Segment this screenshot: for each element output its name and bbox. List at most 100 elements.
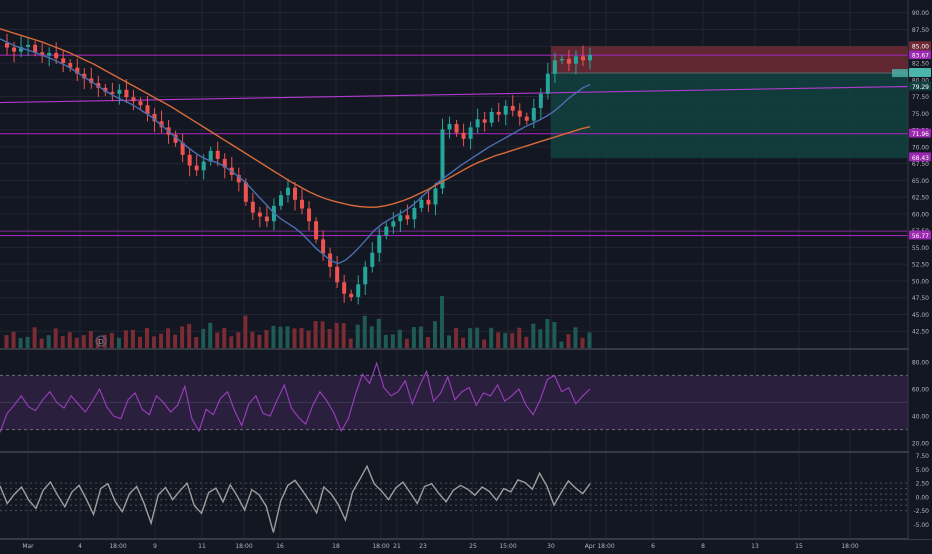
candle-body[interactable] <box>222 158 227 168</box>
candle-body[interactable] <box>68 63 73 68</box>
candle-body[interactable] <box>475 119 480 128</box>
candle-body[interactable] <box>384 226 389 236</box>
candle-body[interactable] <box>117 89 122 94</box>
take-profit-zone[interactable] <box>551 73 908 159</box>
candle-body[interactable] <box>580 56 585 61</box>
candle-body[interactable] <box>447 124 452 130</box>
oscillator-line[interactable] <box>0 464 591 533</box>
pane-separators[interactable] <box>0 0 932 540</box>
candle-body[interactable] <box>321 239 326 254</box>
candle-body[interactable] <box>510 105 515 111</box>
candle-body[interactable] <box>391 221 396 227</box>
candle-body[interactable] <box>180 142 185 155</box>
candle-body[interactable] <box>573 56 578 64</box>
candle-body[interactable] <box>5 42 10 48</box>
candle-body[interactable] <box>131 97 136 102</box>
candle-body[interactable] <box>110 91 115 94</box>
oscillator-pane[interactable] <box>0 464 908 533</box>
candle-body[interactable] <box>103 87 108 92</box>
candle-body[interactable] <box>47 52 52 56</box>
candle-body[interactable] <box>300 199 305 209</box>
horizontal-levels[interactable] <box>0 54 909 237</box>
candle-body[interactable] <box>412 207 417 220</box>
candle-body[interactable] <box>370 252 375 267</box>
candle-body[interactable] <box>398 215 403 222</box>
candle-body[interactable] <box>33 44 38 53</box>
candle-body[interactable] <box>454 124 459 133</box>
candle-body[interactable] <box>461 132 466 139</box>
position-zones[interactable] <box>551 46 908 159</box>
candle-body[interactable] <box>194 165 199 171</box>
entry-handle[interactable] <box>892 69 908 78</box>
candle-body[interactable] <box>335 266 340 283</box>
candle-body[interactable] <box>468 127 473 139</box>
candle-body[interactable] <box>489 111 494 123</box>
candle-body[interactable] <box>152 113 157 122</box>
candle-body[interactable] <box>257 212 262 217</box>
moving-average-fast[interactable] <box>0 38 591 265</box>
price-level-badge[interactable] <box>909 230 931 240</box>
candle-body[interactable] <box>363 266 368 285</box>
candle-body[interactable] <box>124 89 129 98</box>
candle-body[interactable] <box>377 235 382 253</box>
candle-body[interactable] <box>566 58 571 64</box>
event-marker[interactable]: D <box>95 335 107 347</box>
candle-body[interactable] <box>314 221 319 240</box>
candle-body[interactable] <box>285 187 290 196</box>
event-marker-circle[interactable] <box>95 335 107 347</box>
rsi-line[interactable] <box>0 361 591 433</box>
price-level-badge[interactable] <box>909 128 931 138</box>
candle-body[interactable] <box>307 208 312 222</box>
candle-body[interactable] <box>173 134 178 143</box>
candle-body[interactable] <box>40 52 45 56</box>
candle-body[interactable] <box>349 293 354 298</box>
price-level-badge[interactable] <box>909 152 931 162</box>
candle-body[interactable] <box>138 101 143 106</box>
candle-body[interactable] <box>201 161 206 171</box>
candle-body[interactable] <box>524 116 529 121</box>
candle-body[interactable] <box>433 188 438 205</box>
candle-body[interactable] <box>236 174 241 183</box>
candle-body[interactable] <box>89 78 94 84</box>
candle-body[interactable] <box>559 58 564 61</box>
candle-body[interactable] <box>405 215 410 220</box>
candle-body[interactable] <box>342 282 347 294</box>
candle-body[interactable] <box>208 150 213 162</box>
candle-body[interactable] <box>82 73 87 79</box>
candle-body[interactable] <box>250 201 255 213</box>
candle-body[interactable] <box>552 60 557 74</box>
candle-body[interactable] <box>243 182 248 202</box>
time-axis[interactable]: Mar 4 18:00 9 11 18:00 16 18 18:00 21 23 25 15:00 30 A… <box>22 543 858 550</box>
price-level-badge[interactable] <box>909 68 931 78</box>
stop-loss-zone[interactable] <box>551 46 908 74</box>
candle-body[interactable] <box>61 58 66 63</box>
candle-body[interactable] <box>496 111 501 115</box>
candle-body[interactable] <box>145 105 150 114</box>
price-level-badge[interactable] <box>909 41 931 51</box>
price-level-badge[interactable] <box>909 50 931 60</box>
candle-body[interactable] <box>419 199 424 208</box>
candle-body[interactable] <box>26 44 31 47</box>
trendline[interactable] <box>0 85 909 104</box>
candle-body[interactable] <box>12 47 17 52</box>
candle-body[interactable] <box>54 52 59 59</box>
candle-body[interactable] <box>278 195 283 206</box>
price-series[interactable] <box>0 28 592 305</box>
candle-body[interactable] <box>356 284 361 298</box>
price-level-badge[interactable] <box>909 81 931 91</box>
candle-body[interactable] <box>215 150 220 159</box>
candle-body[interactable] <box>517 110 522 117</box>
candle-body[interactable] <box>293 187 297 200</box>
candle-body[interactable] <box>187 154 192 166</box>
rsi-pane[interactable] <box>0 361 908 433</box>
moving-average-slow[interactable] <box>0 28 591 208</box>
candle-body[interactable] <box>482 119 487 123</box>
candle-body[interactable] <box>440 129 445 189</box>
candle-body[interactable] <box>531 107 536 121</box>
candle-body[interactable] <box>538 93 543 108</box>
candle-body[interactable] <box>588 54 592 61</box>
candle-body[interactable] <box>503 105 508 115</box>
candle-body[interactable] <box>75 67 80 74</box>
